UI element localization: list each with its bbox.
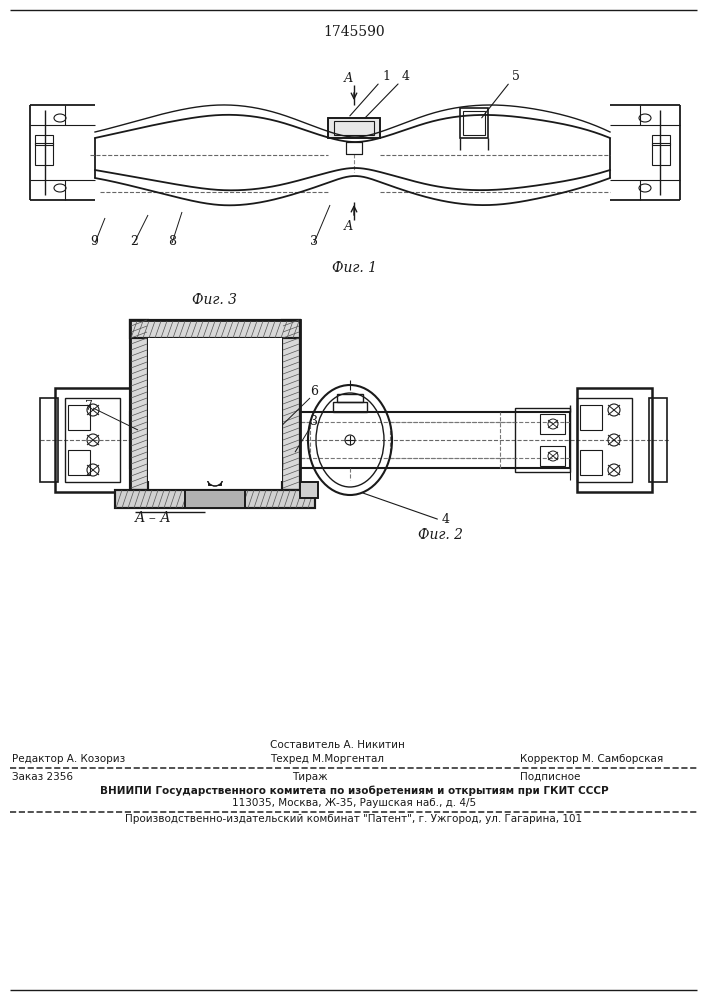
- Text: 9: 9: [90, 235, 98, 248]
- Bar: [35, 143, 53, 165]
- Text: 4: 4: [402, 70, 410, 83]
- Bar: [460, 108, 488, 138]
- Bar: [580, 450, 602, 475]
- Ellipse shape: [207, 470, 223, 486]
- Text: Фиг. 3: Фиг. 3: [192, 293, 238, 307]
- Text: А – А: А – А: [135, 511, 172, 525]
- Bar: [35, 135, 53, 145]
- Text: 3: 3: [310, 415, 318, 428]
- Text: 113035, Москва, Ж-35, Раушская наб., д. 4/5: 113035, Москва, Ж-35, Раушская наб., д. …: [232, 798, 476, 808]
- Bar: [148, 422, 282, 432]
- Bar: [577, 398, 632, 482]
- Bar: [346, 142, 362, 154]
- Bar: [333, 402, 367, 412]
- Text: Тираж: Тираж: [292, 772, 328, 782]
- Bar: [209, 343, 221, 485]
- Text: А: А: [344, 72, 354, 85]
- Text: 7: 7: [85, 400, 93, 413]
- Bar: [540, 446, 565, 466]
- Bar: [115, 490, 315, 508]
- Bar: [649, 398, 667, 482]
- Text: Техред М.Моргентал: Техред М.Моргентал: [270, 754, 384, 764]
- Bar: [134, 414, 159, 434]
- Bar: [130, 320, 148, 490]
- Bar: [515, 408, 570, 472]
- Text: 1: 1: [382, 70, 390, 83]
- Bar: [577, 388, 652, 492]
- Bar: [334, 121, 374, 135]
- Bar: [130, 320, 300, 338]
- Bar: [580, 405, 602, 430]
- Bar: [328, 118, 380, 138]
- Bar: [130, 320, 300, 338]
- Text: Заказ 2356: Заказ 2356: [12, 772, 73, 782]
- Text: Составитель А. Никитин: Составитель А. Никитин: [270, 740, 405, 750]
- Bar: [300, 482, 318, 498]
- Text: Производственно-издательский комбинат "Патент", г. Ужгород, ул. Гагарина, 101: Производственно-издательский комбинат "П…: [125, 814, 583, 824]
- Bar: [328, 118, 380, 138]
- Text: Корректор М. Самборская: Корректор М. Самборская: [520, 754, 663, 764]
- Text: 5: 5: [512, 70, 520, 83]
- Text: 8: 8: [168, 235, 176, 248]
- Bar: [192, 394, 218, 402]
- Bar: [40, 398, 58, 482]
- Bar: [115, 490, 315, 508]
- Bar: [68, 450, 90, 475]
- Bar: [55, 388, 130, 492]
- Bar: [148, 422, 282, 432]
- Bar: [65, 398, 120, 482]
- Bar: [68, 405, 90, 430]
- Text: 6: 6: [310, 385, 318, 398]
- Text: 4: 4: [442, 513, 450, 526]
- Text: Фиг. 2: Фиг. 2: [418, 528, 462, 542]
- Text: Фиг. 1: Фиг. 1: [332, 261, 377, 275]
- Bar: [337, 394, 363, 402]
- Bar: [282, 320, 300, 490]
- Bar: [130, 412, 570, 468]
- Bar: [300, 482, 318, 498]
- Bar: [134, 446, 159, 466]
- Text: А: А: [344, 220, 354, 233]
- Bar: [148, 457, 282, 467]
- Bar: [346, 142, 362, 154]
- Bar: [130, 320, 148, 490]
- Bar: [130, 408, 185, 472]
- Bar: [130, 320, 300, 490]
- Text: Редактор А. Козориз: Редактор А. Козориз: [12, 754, 125, 764]
- Bar: [148, 338, 282, 481]
- Bar: [188, 402, 222, 412]
- Bar: [185, 490, 245, 508]
- Text: Подписное: Подписное: [520, 772, 580, 782]
- Text: 3: 3: [310, 235, 318, 248]
- Bar: [463, 111, 485, 135]
- Bar: [652, 143, 670, 165]
- Bar: [185, 490, 245, 508]
- Text: 1745590: 1745590: [323, 25, 385, 39]
- Bar: [282, 320, 300, 490]
- Bar: [540, 414, 565, 434]
- Text: 2: 2: [130, 235, 138, 248]
- Text: ВНИИПИ Государственного комитета по изобретениям и открытиям при ГКИТ СССР: ВНИИПИ Государственного комитета по изоб…: [100, 786, 608, 796]
- Bar: [652, 135, 670, 145]
- Bar: [209, 343, 221, 485]
